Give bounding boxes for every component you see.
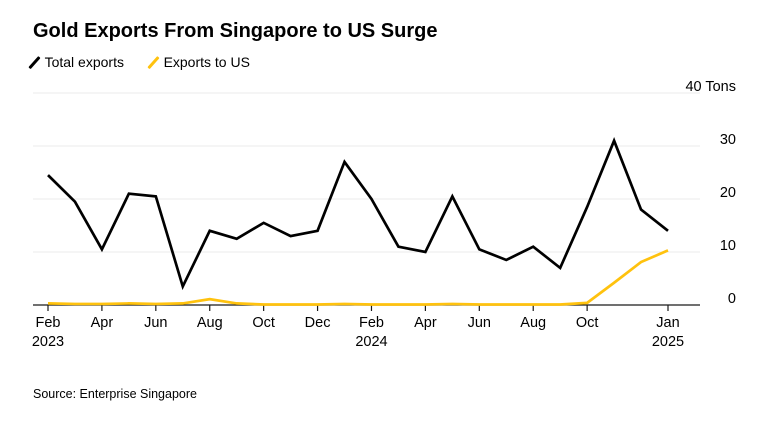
x-tick-label: Jun [121,314,191,333]
y-tick-label: 20 [719,185,736,201]
x-tick-label-line: 2025 [651,333,685,350]
x-tick-label-line: Aug [196,315,223,331]
x-tick-label: Jan 2025 [633,314,703,352]
x-tick-label: Dec [283,314,353,333]
x-tick-label-line: Oct [575,315,599,331]
x-tick-label-line: Apr [90,315,114,331]
x-tick-label: Aug [498,314,568,333]
x-tick-label-line: Jun [467,315,491,331]
x-tick-label-line: Apr [414,315,437,331]
legend-label: Total exports [44,54,124,70]
x-tick-label-line: Feb [358,315,384,331]
x-tick-label: Feb 2024 [336,314,406,352]
y-tick-label: 40 Tons [685,79,736,95]
x-tick-label-line: 2023 [31,333,65,350]
x-tick-label: Aug [175,314,245,333]
legend-item-exports-to-us: Exports to US [147,54,250,70]
chart-title: Gold Exports From Singapore to US Surge [33,20,438,42]
legend-label: Exports to US [163,54,250,70]
x-tick-label-line: Aug [520,315,547,331]
y-tick-label: 30 [719,132,736,148]
x-tick-label: Oct [229,314,299,333]
x-tick-label-line: Dec [304,315,331,331]
source-note: Source: Enterprise Singapore [33,387,197,401]
x-tick-label-line: Feb [35,315,61,331]
x-tick-label-line: Oct [252,315,275,331]
x-tick-label: Jun [444,314,514,333]
series-line-total-exports [47,137,669,291]
series-line-exports-to-us [47,249,669,306]
x-tick-label-line: 2024 [355,333,388,350]
x-tick-label-line: Jan [656,315,680,331]
y-tick-label: 0 [727,291,736,307]
x-tick-label-line: Jun [144,315,168,331]
x-tick-label: Apr [67,314,137,333]
y-tick-label: 10 [719,238,736,254]
x-tick-label: Oct [552,314,622,333]
x-tick-label: Feb 2023 [13,314,83,352]
x-axis-labels: Feb 2023 Apr Jun Aug Oct Dec Feb 2024 Apr Jun Aug Oc… [0,314,767,354]
x-tick-label: Apr [390,314,460,333]
y-axis-labels: 0 10 20 30 40 Tons [646,0,736,421]
legend: Total exports Exports to US [28,54,250,70]
legend-item-total-exports: Total exports [28,54,124,70]
